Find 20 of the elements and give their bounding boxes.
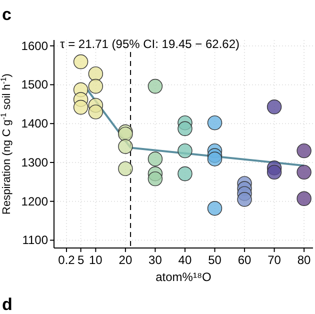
text: d <box>2 295 12 314</box>
annotation: τ = 21.71 (95% CI: 19.45 − 62.62) <box>60 37 240 51</box>
y-tick-label: 1200 <box>21 194 48 208</box>
x-tick-label: 5 <box>77 253 84 267</box>
y-tick-label: 1400 <box>21 116 48 131</box>
y-tick-label: 1300 <box>21 155 48 170</box>
chart-title: c <box>2 5 12 24</box>
x-tick-label: 0.2 <box>58 253 76 267</box>
x-tick-label: 60 <box>238 253 252 267</box>
x-tick-label: 40 <box>178 253 192 267</box>
x-axis-title: atom%¹⁸O <box>156 270 212 284</box>
x-tick-label: 20 <box>118 253 132 267</box>
x-tick-label: 70 <box>268 253 282 267</box>
y-tick-label: 1100 <box>22 233 48 248</box>
x-tick-label: 50 <box>208 253 222 267</box>
y-tick-label: 1500 <box>21 78 48 92</box>
x-tick-label: 80 <box>297 253 312 267</box>
x-tick-label: 30 <box>148 253 162 267</box>
x-tick-label: 10 <box>89 253 103 267</box>
y-tick-label: 1600 <box>21 38 48 53</box>
